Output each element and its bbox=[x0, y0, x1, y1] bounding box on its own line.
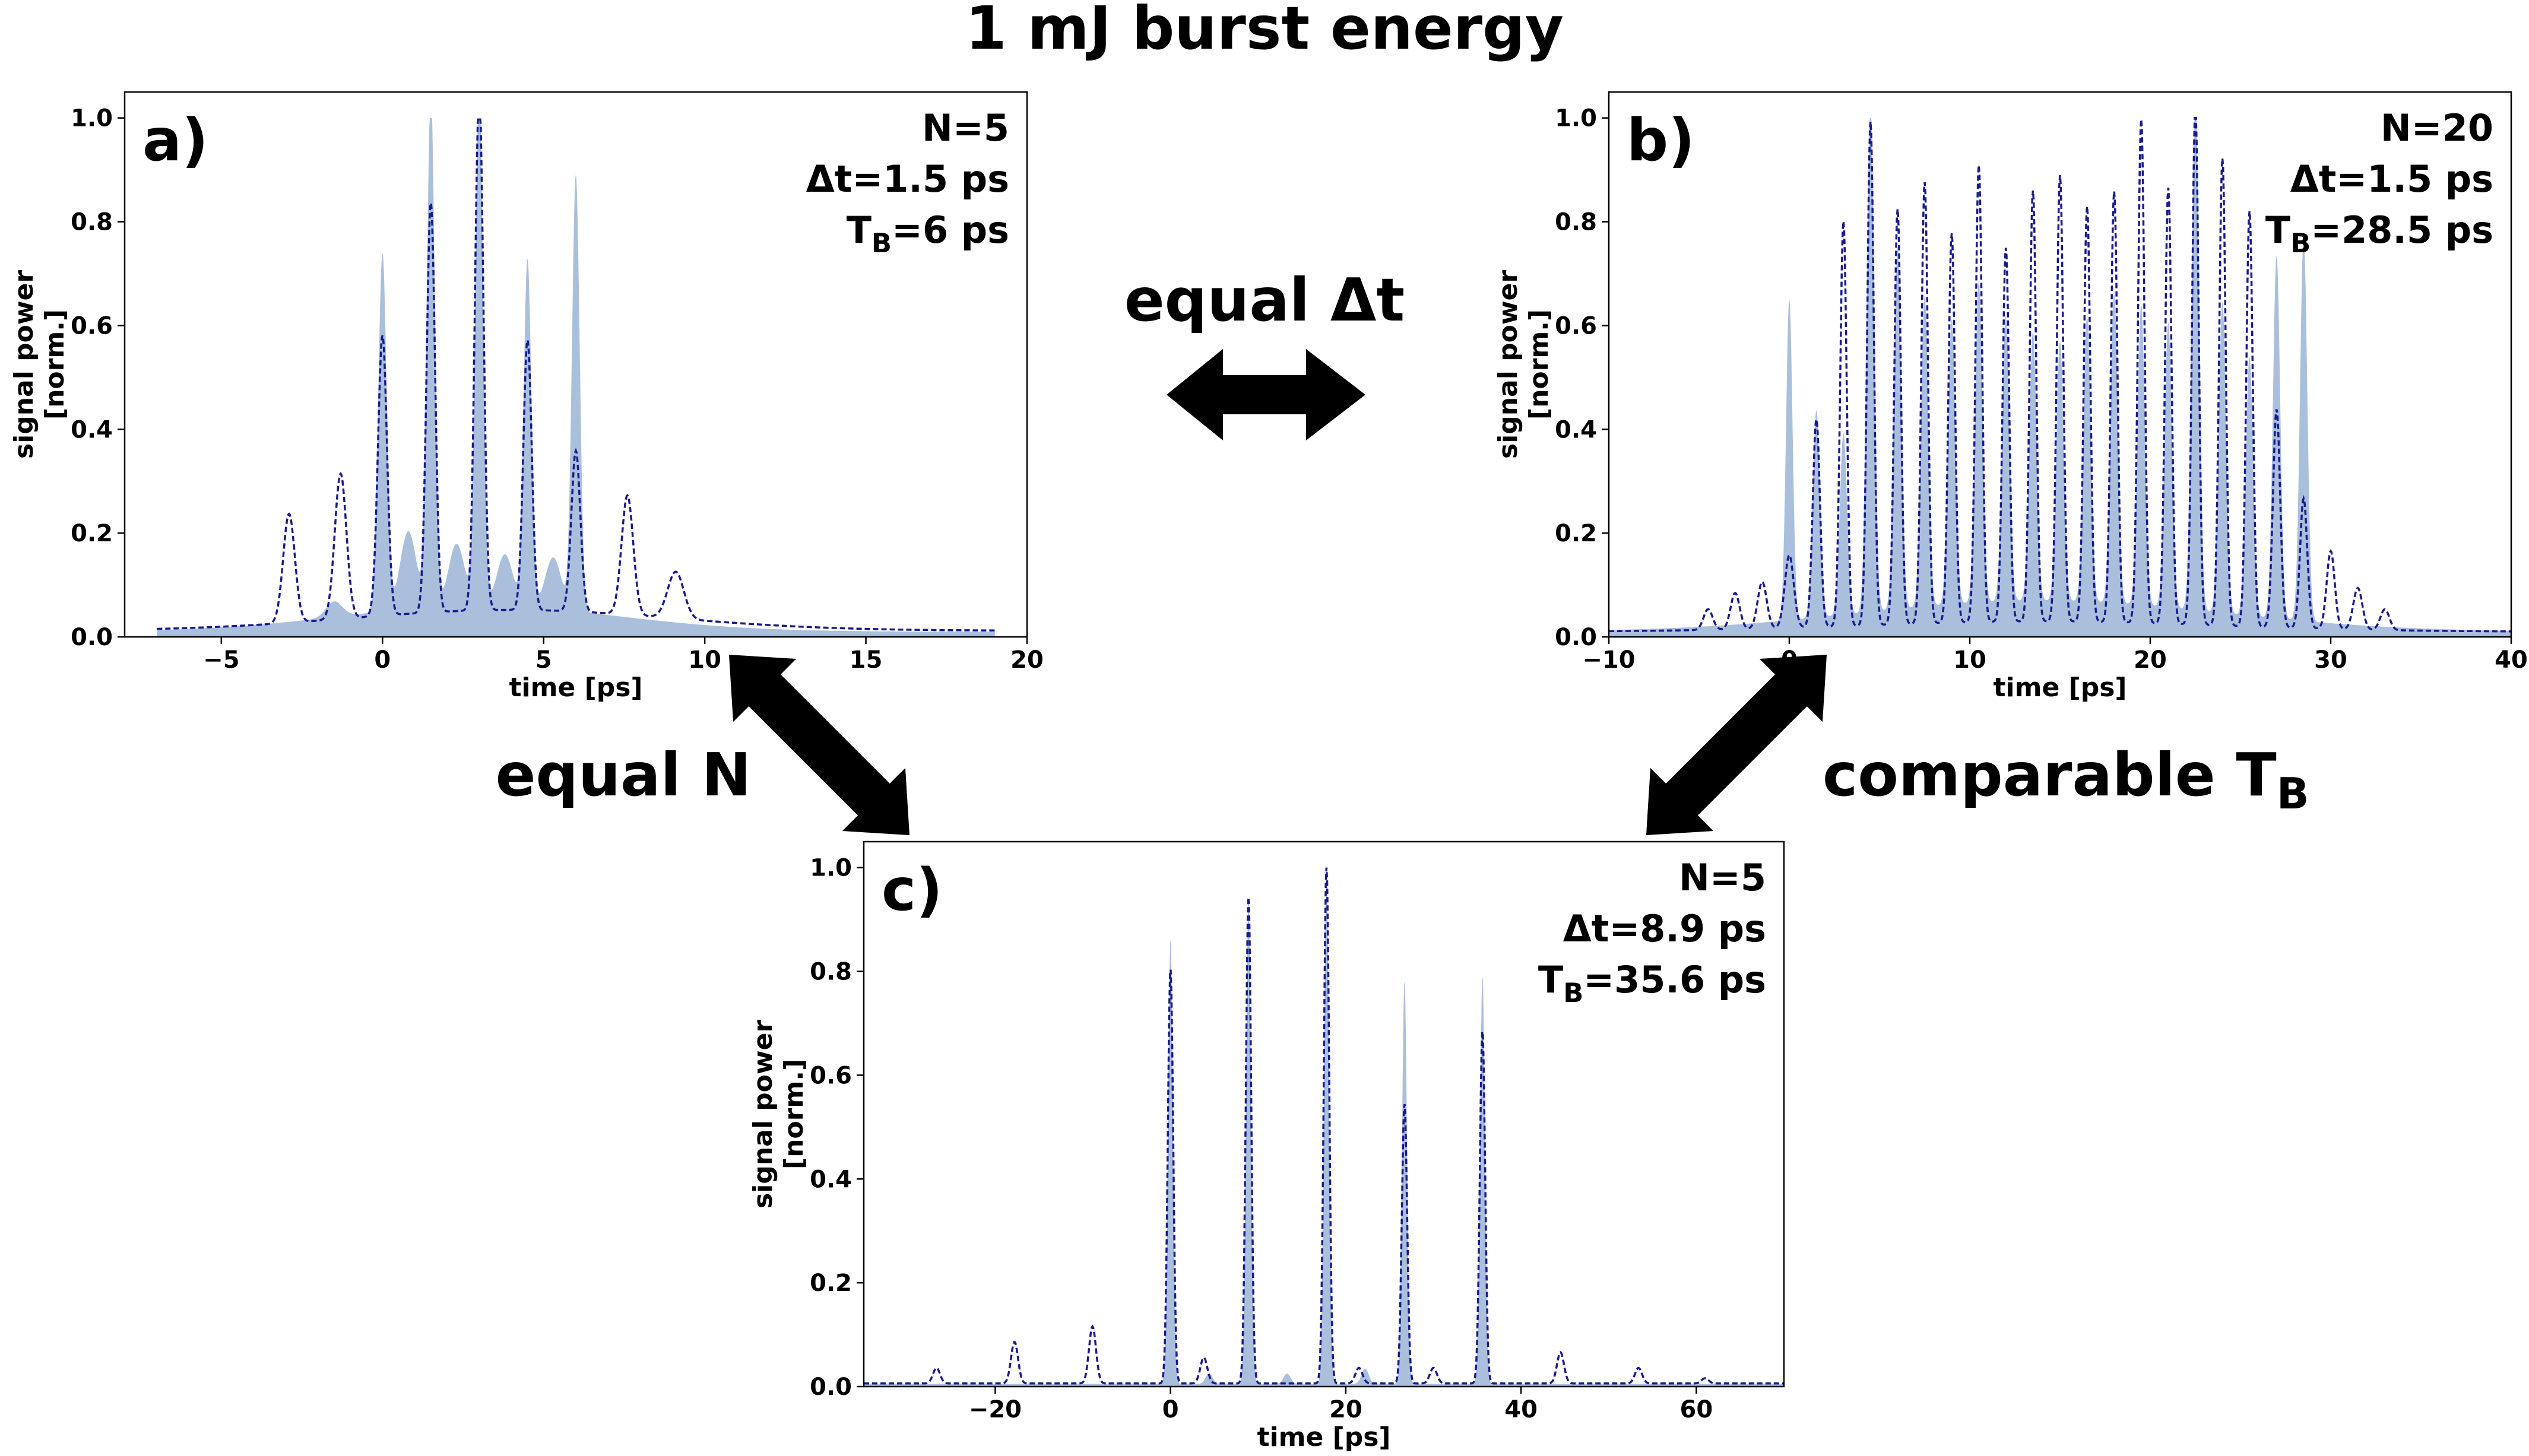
x-tick-label-c: 20 bbox=[1329, 1396, 1362, 1423]
connector-label-equal-dt: equal Δt bbox=[1124, 265, 1405, 335]
y-tick-label-c: 1.0 bbox=[810, 855, 852, 882]
y-tick-label-a: 0.4 bbox=[71, 416, 113, 443]
x-tick-label-b: 10 bbox=[1953, 646, 1986, 674]
x-tick-label-a: 5 bbox=[535, 646, 552, 674]
param-tb-a: TB=6 ps bbox=[847, 208, 1009, 259]
connector-comparable-tb: comparable TB bbox=[1646, 654, 2309, 836]
y-tick-label-b: 0.4 bbox=[1555, 416, 1597, 443]
axes-frame-a bbox=[123, 91, 1028, 638]
y-tick-label-a: 1.0 bbox=[71, 105, 113, 132]
x-tick-label-a: 15 bbox=[850, 646, 883, 674]
panel-label-c: c) bbox=[882, 857, 943, 924]
double-arrow-diagonal-left-icon bbox=[728, 654, 910, 836]
plot-area-c bbox=[864, 867, 1784, 1387]
x-tick-label-b: 30 bbox=[2314, 646, 2347, 674]
x-tick-label-c: 0 bbox=[1162, 1396, 1179, 1423]
param-tb-c: TB=35.6 ps bbox=[1538, 958, 1766, 1008]
y-tick-label-b: 0.8 bbox=[1555, 209, 1597, 236]
series-filled-a bbox=[157, 118, 995, 637]
y-tick-label-c: 0.6 bbox=[810, 1062, 852, 1089]
x-tick-label-a: 10 bbox=[688, 646, 721, 674]
double-arrow-horizontal-icon bbox=[1167, 349, 1365, 440]
double-arrow-diagonal-right-icon bbox=[1646, 654, 1827, 836]
series-dashed-a bbox=[157, 116, 995, 632]
y-axis-label-b: signal power[norm.] bbox=[1493, 270, 1554, 459]
x-tick-label-a: 0 bbox=[374, 646, 391, 674]
x-tick-label-b: −10 bbox=[1582, 646, 1635, 674]
y-tick-label-b: 1.0 bbox=[1555, 105, 1597, 132]
panel-label-a: a) bbox=[142, 107, 208, 175]
connector-label-comparable-tb: comparable TB bbox=[1823, 740, 2309, 819]
axes-frame-b bbox=[1608, 91, 2512, 638]
y-tick-label-c: 0.4 bbox=[810, 1166, 852, 1193]
y-tick-label-b: 0.2 bbox=[1555, 520, 1597, 547]
y-tick-label-b: 0.0 bbox=[1555, 624, 1597, 651]
plot-area-b bbox=[1609, 116, 2511, 637]
y-axis-label-a: signal power[norm.] bbox=[9, 270, 70, 459]
param-tb-b: TB=28.5 ps bbox=[2265, 208, 2493, 259]
x-tick-label-c: 40 bbox=[1504, 1396, 1538, 1423]
x-tick-label-c: 60 bbox=[1680, 1396, 1713, 1423]
series-filled-b bbox=[1609, 118, 2511, 637]
axes-frame-c bbox=[863, 840, 1785, 1388]
x-tick-label-a: −5 bbox=[203, 646, 239, 674]
panel-label-b: b) bbox=[1627, 107, 1695, 175]
param-dt-a: Δt=1.5 ps bbox=[806, 157, 1009, 201]
connector-equal-n: equal N bbox=[496, 654, 910, 836]
x-axis-label-a: time [ps] bbox=[509, 673, 642, 703]
x-axis-label-b: time [ps] bbox=[1993, 673, 2126, 703]
y-tick-label-c: 0.2 bbox=[810, 1270, 852, 1297]
y-tick-label-a: 0.8 bbox=[71, 209, 113, 236]
connector-label-equal-n: equal N bbox=[496, 740, 752, 810]
figure-title: 1 mJ burst energy bbox=[965, 0, 1564, 63]
param-dt-b: Δt=1.5 ps bbox=[2290, 157, 2493, 201]
x-tick-label-c: −20 bbox=[969, 1396, 1022, 1423]
y-tick-label-a: 0.0 bbox=[71, 624, 113, 651]
connector-equal-dt: equal Δt bbox=[1124, 265, 1405, 440]
series-dashed-c bbox=[864, 867, 1784, 1385]
y-tick-label-c: 0.8 bbox=[810, 959, 852, 986]
x-tick-label-b: 20 bbox=[2134, 646, 2167, 674]
series-dashed-b bbox=[1609, 116, 2511, 633]
param-n-a: N=5 bbox=[922, 106, 1009, 150]
param-n-b: N=20 bbox=[2381, 106, 2493, 150]
param-n-c: N=5 bbox=[1679, 856, 1766, 899]
y-tick-label-c: 0.0 bbox=[810, 1373, 852, 1401]
param-dt-c: Δt=8.9 ps bbox=[1563, 907, 1766, 950]
x-axis-label-c: time [ps] bbox=[1257, 1422, 1390, 1452]
x-tick-label-a: 20 bbox=[1010, 646, 1044, 674]
y-tick-label-a: 0.2 bbox=[71, 520, 113, 547]
chart-panel-c: −20 0 20 40 60 0.0 0.2 0.4 0.6 0.8 1.0 time [ps] sig… bbox=[748, 840, 1785, 1452]
y-axis-label-c: signal power[norm.] bbox=[748, 1020, 809, 1208]
chart-panel-a: −5 0 5 10 15 20 0.0 0.2 0.4 0.6 0.8 1.0 time [ps] sig… bbox=[9, 91, 1044, 703]
y-tick-label-b: 0.6 bbox=[1555, 312, 1597, 340]
y-tick-label-a: 0.6 bbox=[71, 312, 113, 340]
x-tick-label-b: 40 bbox=[2495, 646, 2528, 674]
plot-area-a bbox=[157, 116, 995, 637]
